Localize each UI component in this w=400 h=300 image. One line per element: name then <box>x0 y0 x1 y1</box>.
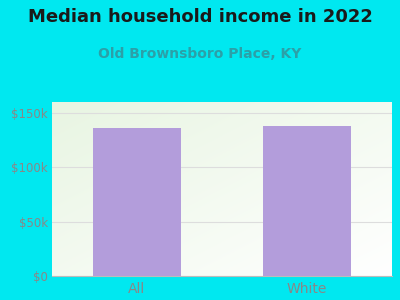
Bar <box>93 128 181 276</box>
Text: Median household income in 2022: Median household income in 2022 <box>28 8 372 26</box>
Text: Old Brownsboro Place, KY: Old Brownsboro Place, KY <box>98 46 302 61</box>
Bar <box>263 126 351 276</box>
